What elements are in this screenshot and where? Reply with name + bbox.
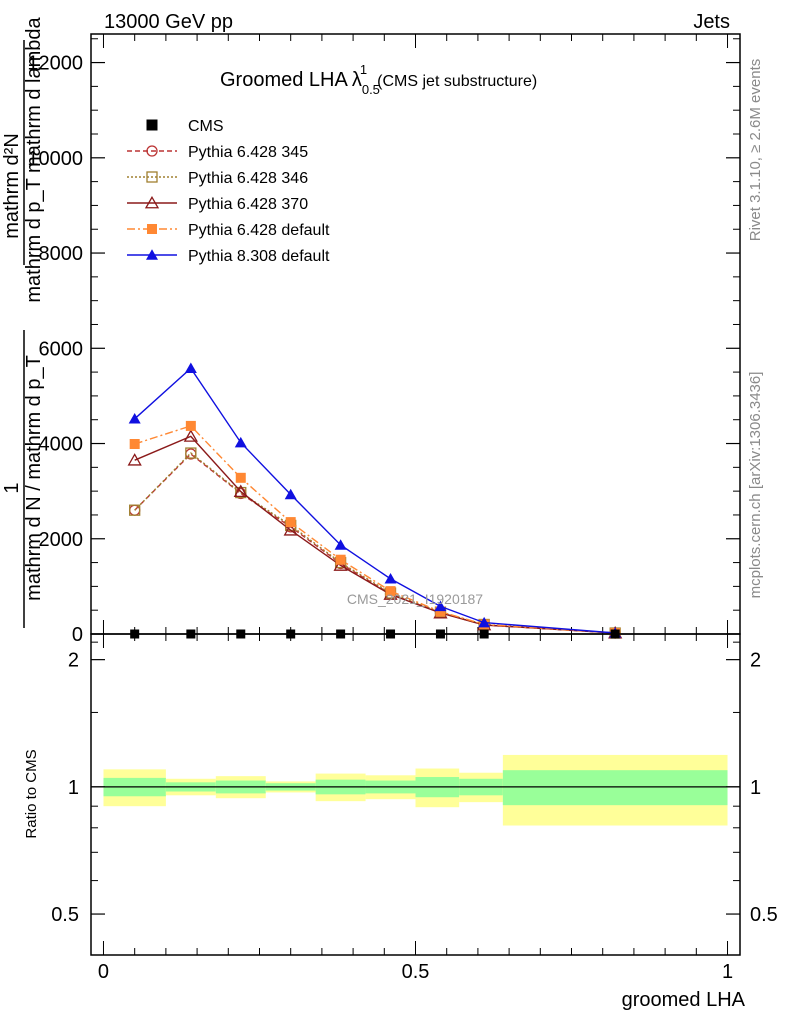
- data-point: [233, 484, 248, 498]
- legend-entry: Pythia 6.428 345: [127, 144, 308, 161]
- ratio-ytick-label-right: 0.5: [750, 904, 778, 926]
- header-left: 13000 GeV pp: [104, 11, 233, 33]
- plot-title: Groomed LHA λ0.5 1 (CMS jet substructure): [220, 62, 537, 97]
- data-point: [333, 558, 348, 571]
- main-ytick-label: 12000: [27, 53, 83, 75]
- data-point: [234, 436, 247, 448]
- plot-title-main: Groomed LHA: [220, 69, 348, 91]
- mcplots-info: mcplots.cern.ch [arXiv:1306.3436]: [747, 372, 764, 599]
- plot-title-sup: 1: [360, 62, 367, 77]
- legend-label: Pythia 8.308 default: [188, 248, 330, 265]
- ratio-xtick-label: 0.5: [402, 961, 430, 983]
- plot-title-note: (CMS jet substructure): [377, 73, 537, 90]
- legend-entry: Pythia 6.428 default: [127, 222, 330, 239]
- legend-marker: [147, 224, 157, 234]
- data-point: [129, 439, 140, 449]
- main-ytick-label: 0: [72, 624, 83, 646]
- data-point: [128, 413, 141, 424]
- ratio-band-inner: [502, 770, 728, 806]
- ratio-bands: [91, 754, 740, 826]
- main-ytick-label: 2000: [39, 529, 84, 551]
- watermark: CMS_2021_I1920187: [347, 591, 483, 607]
- ylabel-denominator: mathrm d p_T mathrm d lambda: [23, 16, 45, 302]
- data-point: [435, 606, 446, 617]
- legend-entry: Pythia 6.428 346: [127, 170, 308, 187]
- data-point: [285, 517, 296, 528]
- ratio-ytick-label: 1: [68, 777, 79, 799]
- legend-marker: [144, 195, 160, 209]
- legend-marker: [146, 249, 158, 260]
- legend-marker: [146, 145, 158, 157]
- legend-label: CMS: [188, 118, 224, 135]
- ratio-ytick-label: 0.5: [51, 904, 79, 926]
- data-point: [284, 488, 297, 500]
- legend-entry: CMS: [146, 118, 224, 135]
- legend-label: Pythia 6.428 345: [188, 144, 308, 161]
- ratio-ytick-label-right: 1: [750, 777, 761, 799]
- data-point: [434, 600, 447, 612]
- series-2: [129, 447, 621, 639]
- data-point: [283, 523, 298, 536]
- main-ytick-label: 4000: [39, 434, 84, 456]
- series-line: [134, 435, 616, 634]
- plot-title-sub: 0.5: [362, 82, 380, 97]
- legend-label: Pythia 6.428 default: [188, 222, 330, 239]
- main-axis: 0 2000 4000 6000 8000 10000 12000: [27, 34, 740, 646]
- data-point: [185, 420, 196, 431]
- ratio-xtick-label: 1: [722, 961, 733, 983]
- legend-marker: [146, 171, 158, 183]
- ratio-xtick-label: 0: [98, 961, 109, 983]
- ylabel-numerator: mathrm d²N: [1, 133, 23, 239]
- data-point: [185, 447, 197, 459]
- main-ytick-label: 10000: [27, 148, 83, 170]
- data-point: [235, 472, 246, 483]
- legend-label: Pythia 6.428 346: [188, 170, 308, 187]
- data-point: [385, 586, 396, 597]
- data-point: [183, 429, 198, 442]
- header-right: Jets: [693, 11, 730, 33]
- data-point: [235, 486, 247, 499]
- rivet-info: Rivet 3.1.10, ≥ 2.6M events: [747, 59, 764, 242]
- ylabel-prefix-denominator: mathrm d N / mathrm d p_T: [23, 355, 45, 601]
- series-1: [129, 448, 621, 639]
- legend-label: Pythia 6.428 370: [188, 196, 308, 213]
- ratio-ytick-label: 2: [68, 650, 79, 672]
- ratio-ylabel: Ratio to CMS: [23, 749, 40, 838]
- data-point: [384, 573, 397, 584]
- ratio-axis: 0.5 0.5 1 1 2 2 0 0.5 1: [51, 634, 778, 983]
- data-point: [127, 453, 142, 466]
- main-ytick-label: 6000: [39, 338, 84, 360]
- main-ytick-label: 8000: [39, 243, 84, 265]
- data-point: [184, 362, 197, 374]
- data-point: [334, 539, 347, 550]
- legend: CMS Pythia 6.428 345 Pythia 6.428 346 Pythi…: [127, 118, 330, 265]
- legend-entry: Pythia 8.308 default: [127, 248, 330, 265]
- ratio-ytick-label-right: 2: [750, 650, 761, 672]
- data-point: [478, 616, 491, 628]
- data-point: [335, 554, 346, 565]
- data-point: [129, 504, 141, 516]
- main-y-axis-label: 1 mathrm d N / mathrm d p_T mathrm d²N m…: [1, 16, 45, 628]
- plot-title-lambda: λ: [352, 69, 362, 91]
- legend-entry: Pythia 6.428 370: [127, 195, 308, 213]
- xlabel: groomed LHA: [622, 989, 746, 1011]
- legend-marker: [146, 119, 158, 131]
- ylabel-prefix: 1: [1, 482, 23, 493]
